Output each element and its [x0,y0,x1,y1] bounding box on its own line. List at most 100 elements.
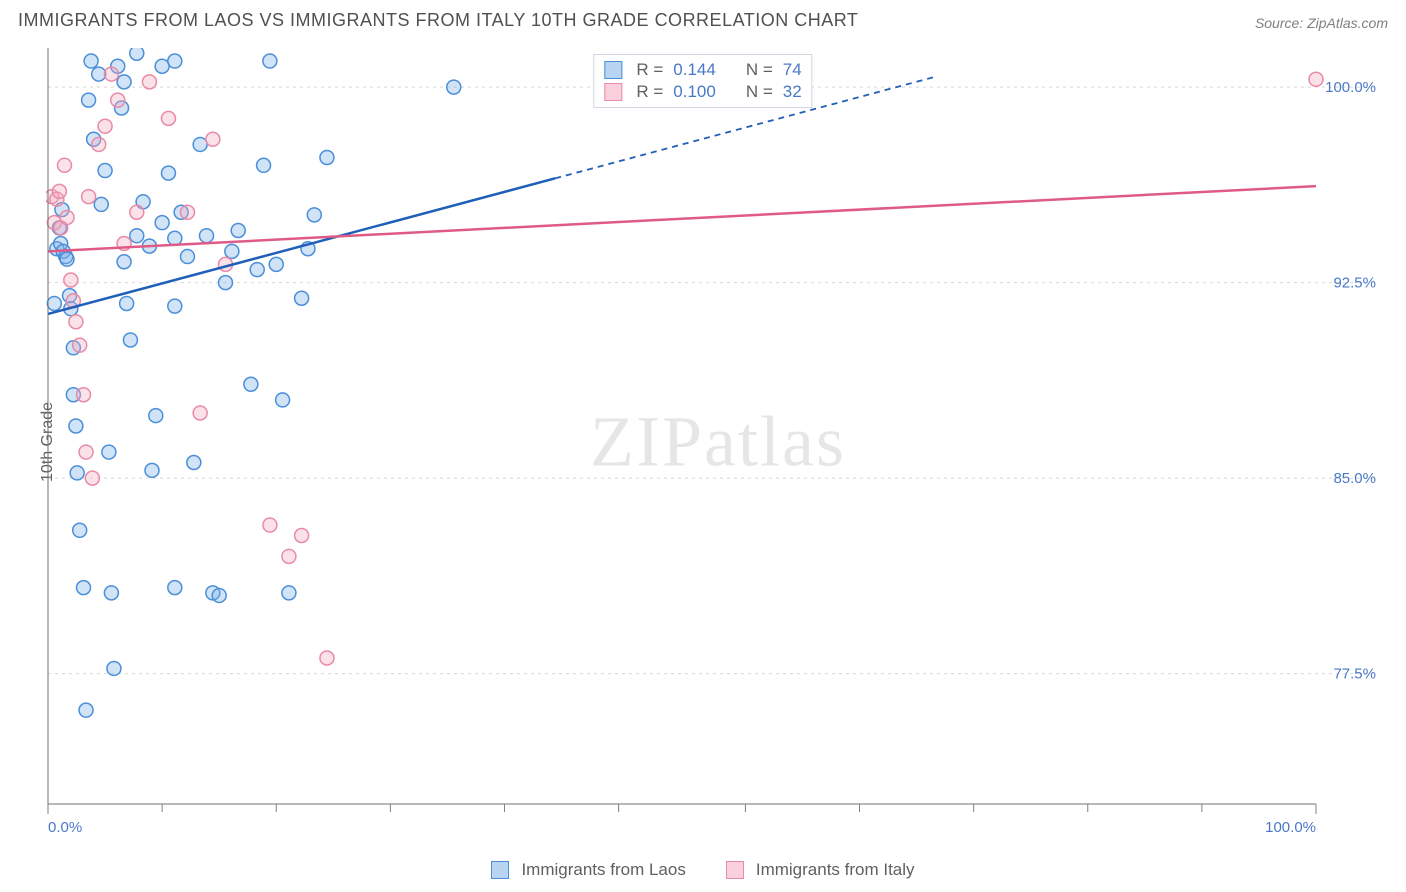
data-point [60,210,74,224]
data-point [295,528,309,542]
data-point [282,549,296,563]
legend-swatch [604,83,622,101]
legend-swatch [726,861,744,879]
stats-legend-row: R = 0.144 N = 74 [604,59,801,81]
legend-item: Immigrants from Italy [726,860,915,880]
n-value: 74 [783,60,802,80]
y-tick-label: 92.5% [1333,275,1376,292]
data-point [200,229,214,243]
data-point [79,703,93,717]
n-label: N = [746,82,773,102]
x-tick-label: 100.0% [1265,819,1316,836]
data-point [84,54,98,68]
data-point [168,231,182,245]
header: IMMIGRANTS FROM LAOS VS IMMIGRANTS FROM … [18,10,1388,31]
data-point [111,93,125,107]
data-point [295,291,309,305]
legend-item: Immigrants from Laos [491,860,685,880]
data-point [1309,72,1323,86]
data-point [257,158,271,172]
data-point [168,54,182,68]
data-point [98,119,112,133]
data-point [73,338,87,352]
series-legend: Immigrants from Laos Immigrants from Ital… [0,860,1406,880]
legend-swatch [604,61,622,79]
data-point [117,255,131,269]
data-point [168,581,182,595]
data-point [77,388,91,402]
data-point [250,263,264,277]
data-point [130,48,144,60]
data-point [57,158,71,172]
data-point [320,150,334,164]
r-value: 0.100 [673,82,716,102]
data-point [180,250,194,264]
data-point [60,252,74,266]
data-point [187,455,201,469]
data-point [244,377,258,391]
data-point [73,523,87,537]
trend-line [48,186,1316,251]
plot-area: 10th Grade 77.5%85.0%92.5%100.0%0.0%100.… [46,48,1390,836]
data-point [92,67,106,81]
scatter-chart: 77.5%85.0%92.5%100.0%0.0%100.0% [46,48,1390,836]
data-point [94,197,108,211]
data-point [212,588,226,602]
data-point [69,315,83,329]
legend-label: Immigrants from Italy [756,860,915,880]
data-point [161,111,175,125]
data-point [155,216,169,230]
data-point [107,661,121,675]
data-point [102,445,116,459]
data-point [130,229,144,243]
y-tick-label: 100.0% [1325,79,1376,96]
data-point [117,75,131,89]
data-point [219,276,233,290]
data-point [161,166,175,180]
data-point [320,651,334,665]
data-point [120,296,134,310]
data-point [130,205,144,219]
data-point [145,463,159,477]
stats-legend-row: R = 0.100 N = 32 [604,81,801,103]
legend-label: Immigrants from Laos [521,860,685,880]
data-point [79,445,93,459]
data-point [92,137,106,151]
stats-legend-box: R = 0.144 N = 74 R = 0.100 N = 32 [593,54,812,108]
data-point [77,581,91,595]
data-point [104,67,118,81]
data-point [231,223,245,237]
data-point [64,273,78,287]
data-point [276,393,290,407]
y-tick-label: 85.0% [1333,470,1376,487]
data-point [70,466,84,480]
n-value: 32 [783,82,802,102]
data-point [149,409,163,423]
data-point [269,257,283,271]
data-point [104,586,118,600]
data-point [193,137,207,151]
data-point [168,299,182,313]
chart-title: IMMIGRANTS FROM LAOS VS IMMIGRANTS FROM … [18,10,858,31]
r-label: R = [636,60,663,80]
r-value: 0.144 [673,60,716,80]
data-point [98,164,112,178]
data-point [52,184,66,198]
data-point [307,208,321,222]
data-point [263,518,277,532]
data-point [282,586,296,600]
y-tick-label: 77.5% [1333,666,1376,683]
data-point [82,190,96,204]
data-point [155,59,169,73]
n-label: N = [746,60,773,80]
data-point [82,93,96,107]
r-label: R = [636,82,663,102]
data-point [206,132,220,146]
data-point [47,296,61,310]
data-point [85,471,99,485]
data-point [193,406,207,420]
data-point [180,205,194,219]
data-point [447,80,461,94]
data-point [263,54,277,68]
data-point [123,333,137,347]
